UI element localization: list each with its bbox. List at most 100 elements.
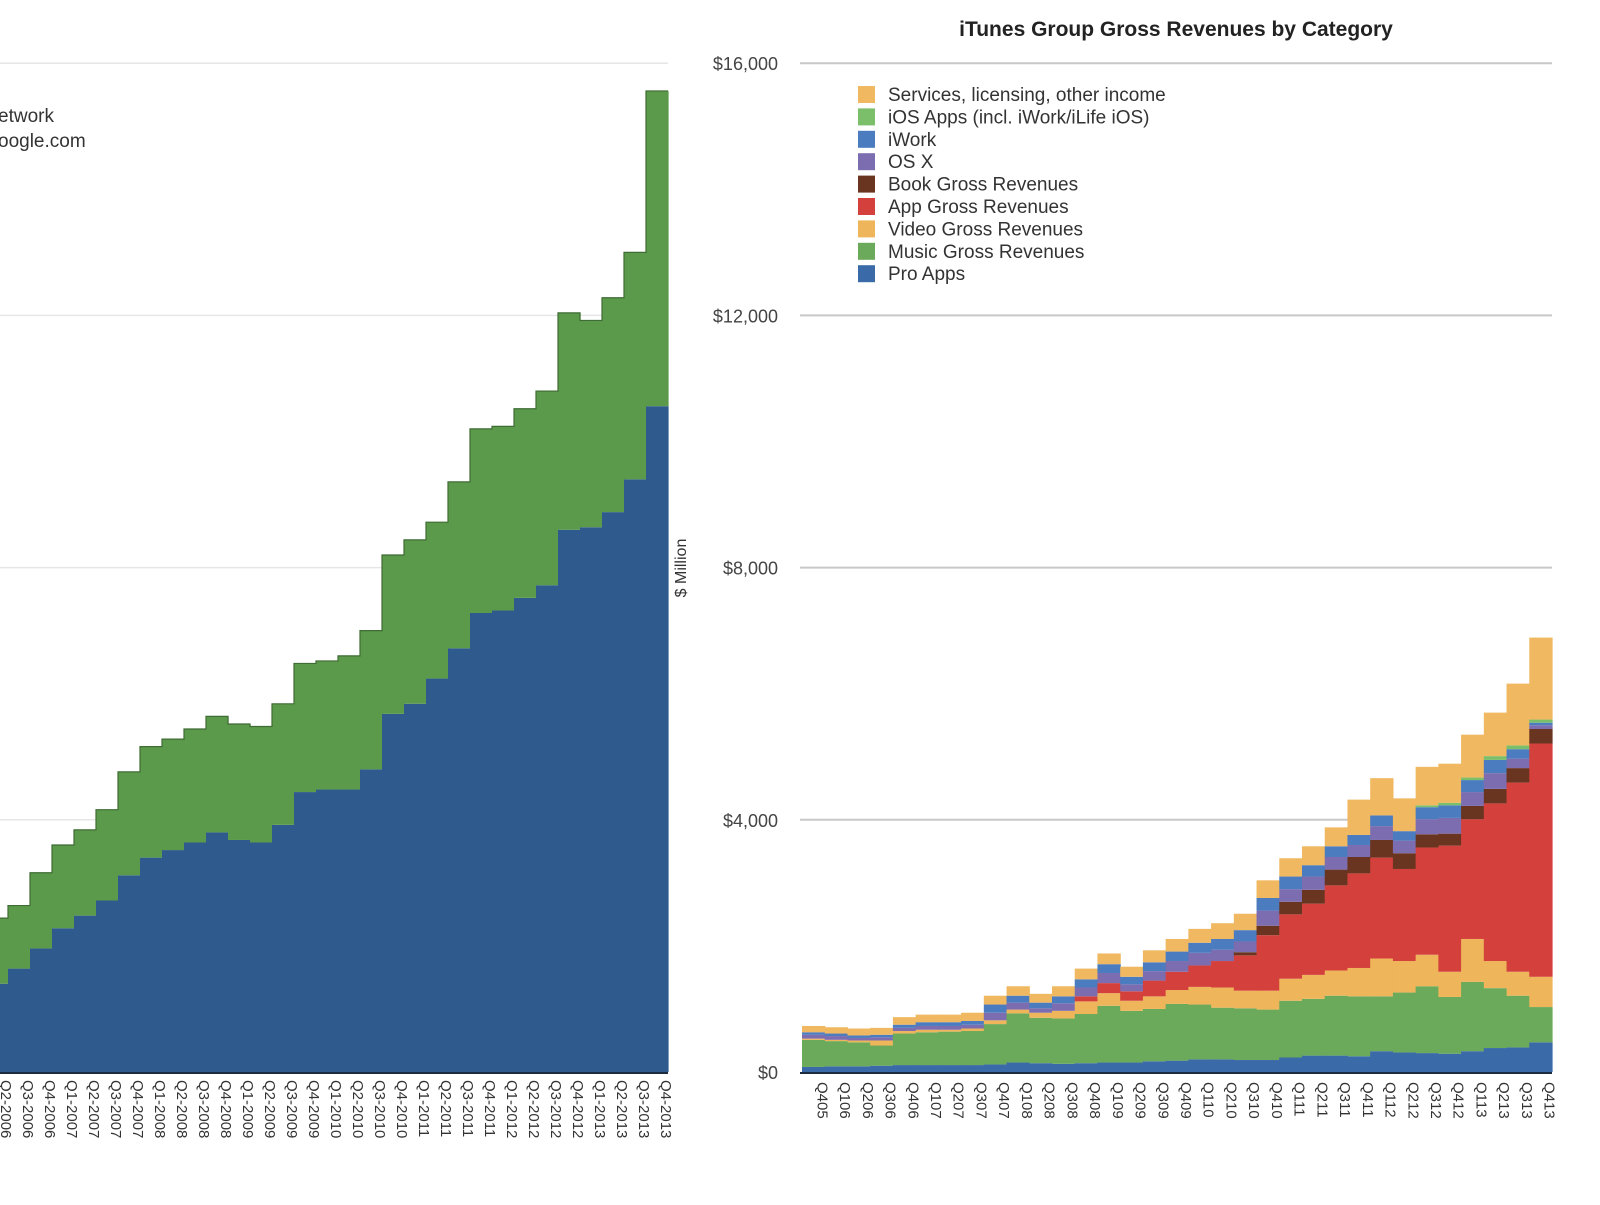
- right-x-tick-label: Q409: [1177, 1082, 1194, 1119]
- right-bar-services-licensing-other-income-q208: [1029, 993, 1053, 1003]
- left-bar-green-q2-2009: [250, 726, 273, 843]
- right-bar-services-licensing-other-income-q113: [1461, 734, 1485, 778]
- left-bar-blue-q3-2008: [184, 842, 207, 1072]
- right-bar-iwork-q213: [1483, 759, 1508, 774]
- left-bar-green-q3-2013: [624, 252, 647, 480]
- left-bar-green-q4-2007: [118, 771, 141, 876]
- right-bar-services-licensing-other-income-q312: [1415, 766, 1439, 806]
- legend-label-music-gross-revenues: Music Gross Revenues: [888, 242, 1084, 263]
- right-bar-os-x-q311: [1324, 856, 1349, 870]
- right-bar-services-licensing-other-income-q405: [802, 1025, 826, 1033]
- right-bar-video-gross-revenues-q212: [1392, 961, 1417, 993]
- right-bar-services-licensing-other-income-q308: [1052, 986, 1076, 997]
- right-bar-iwork-q413: [1529, 722, 1553, 726]
- right-x-tick-label: Q307: [972, 1082, 989, 1119]
- right-x-tick-label: Q410: [1268, 1082, 1285, 1119]
- right-bar-iwork-q407: [983, 1004, 1008, 1013]
- left-bar-blue-q2-2009: [250, 842, 273, 1072]
- right-x-tick-label: Q209: [1132, 1082, 1149, 1119]
- y-tick-label: $4,000: [723, 811, 778, 831]
- right-bar-video-gross-revenues-q209: [1120, 1000, 1144, 1011]
- left-x-tick-label: Q3-2010: [371, 1080, 388, 1138]
- right-bar-iwork-q211: [1302, 865, 1326, 877]
- left-bar-blue-q3-2010: [360, 769, 383, 1072]
- left-bar-green-q4-2009: [294, 663, 317, 793]
- right-bar-app-gross-revenues-q110: [1188, 965, 1212, 987]
- right-bar-music-gross-revenues-q110: [1188, 1004, 1212, 1060]
- right-bar-os-x-q412: [1438, 817, 1462, 834]
- right-bar-music-gross-revenues-q411: [1347, 996, 1371, 1057]
- left-legend-label: oogle.com: [0, 131, 86, 152]
- right-bar-iwork-q212: [1392, 831, 1417, 841]
- right-bar-pro-apps-q412: [1438, 1053, 1462, 1072]
- left-x-tick-label: Q4-2007: [129, 1080, 146, 1138]
- right-bar-app-gross-revenues-q210: [1211, 961, 1235, 988]
- left-x-tick-label: Q1-2010: [327, 1080, 344, 1138]
- right-bar-music-gross-revenues-q313: [1506, 995, 1530, 1048]
- right-chart-title: iTunes Group Gross Revenues by Category: [959, 18, 1393, 41]
- left-x-tick-label: Q4-2012: [569, 1080, 586, 1138]
- right-bar-music-gross-revenues-q410: [1256, 1009, 1280, 1061]
- right-bar-pro-apps-q207: [938, 1065, 962, 1072]
- left-bar-blue-q2-2006: [0, 983, 9, 1072]
- left-x-tick-label: Q2-2008: [173, 1080, 190, 1138]
- right-bar-os-x-q108: [1006, 1002, 1030, 1010]
- right-bar-music-gross-revenues-q309: [1142, 1008, 1167, 1062]
- right-bar-services-licensing-other-income-q106: [824, 1027, 849, 1034]
- y-tick-label: $16,000: [713, 54, 778, 74]
- right-x-tick-label: Q310: [1245, 1082, 1262, 1119]
- right-bar-pro-apps-q108: [1006, 1062, 1030, 1072]
- left-bar-blue-q2-2008: [162, 850, 185, 1072]
- right-bar-app-gross-revenues-q410: [1256, 935, 1280, 991]
- left-bar-blue-q3-2013: [624, 479, 647, 1073]
- right-bar-music-gross-revenues-q311: [1324, 995, 1349, 1056]
- left-bar-blue-q3-2007: [96, 900, 119, 1072]
- right-bar-services-licensing-other-income-q408: [1074, 968, 1099, 980]
- left-bar-green-q4-2010: [382, 554, 405, 714]
- left-x-tick-label: Q4-2008: [217, 1080, 234, 1138]
- right-bar-pro-apps-q405: [802, 1066, 826, 1072]
- legend-swatch-video-gross-revenues: [858, 220, 875, 238]
- right-bar-pro-apps-q109: [1097, 1062, 1121, 1072]
- legend-swatch-book-gross-revenues: [858, 175, 875, 193]
- right-x-tick-label: Q408: [1086, 1082, 1103, 1119]
- right-x-tick-label: Q309: [1154, 1082, 1171, 1119]
- right-bar-iwork-q209: [1120, 976, 1144, 985]
- left-bar-green-q2-2006: [0, 918, 9, 984]
- right-bar-os-x-q307: [961, 1024, 985, 1029]
- right-bar-pro-apps-q311: [1324, 1055, 1349, 1072]
- left-bar-blue-q4-2009: [294, 792, 317, 1072]
- right-bar-os-x-q107: [915, 1025, 939, 1030]
- right-bar-iwork-q409: [1165, 951, 1189, 962]
- left-bar-blue-q1-2009: [228, 839, 251, 1072]
- right-bar-os-x-q413: [1529, 725, 1553, 730]
- right-bar-os-x-q111: [1279, 889, 1303, 902]
- right-bar-iwork-q405: [802, 1032, 826, 1035]
- right-x-tick-label: Q113: [1472, 1082, 1489, 1118]
- left-x-tick-label: Q2-2006: [0, 1080, 14, 1138]
- right-bar-music-gross-revenues-q405: [802, 1039, 826, 1067]
- right-bar-book-gross-revenues-q112: [1370, 839, 1394, 858]
- right-bar-app-gross-revenues-q109: [1097, 983, 1121, 994]
- right-x-tick-label: Q207: [950, 1082, 967, 1119]
- right-bar-pro-apps-q111: [1279, 1057, 1303, 1072]
- right-bar-music-gross-revenues-q308: [1052, 1018, 1076, 1064]
- right-bar-os-x-q113: [1461, 792, 1485, 806]
- right-bar-services-licensing-other-income-q107: [915, 1014, 939, 1023]
- left-bar-blue-q2-2010: [338, 789, 361, 1072]
- right-bar-pro-apps-q110: [1188, 1059, 1212, 1072]
- right-bar-music-gross-revenues-q412: [1438, 996, 1462, 1054]
- right-bar-iwork-q411: [1347, 834, 1371, 846]
- left-bar-blue-q2-2013: [602, 512, 625, 1072]
- right-bar-music-gross-revenues-q208: [1029, 1017, 1053, 1064]
- right-x-tick-label: Q111: [1291, 1082, 1308, 1116]
- legend-swatch-app-gross-revenues: [858, 198, 875, 215]
- left-bar-green-q3-2009: [272, 703, 295, 825]
- left-bar-blue-q2-2007: [74, 915, 97, 1072]
- right-bar-video-gross-revenues-q410: [1256, 990, 1280, 1010]
- left-x-tick-label: Q1-2011: [415, 1080, 432, 1137]
- right-bar-book-gross-revenues-q211: [1302, 889, 1326, 904]
- right-bar-music-gross-revenues-q109: [1097, 1005, 1121, 1063]
- left-bar-blue-q1-2012: [492, 610, 515, 1072]
- right-bar-services-licensing-other-income-q207: [938, 1014, 962, 1023]
